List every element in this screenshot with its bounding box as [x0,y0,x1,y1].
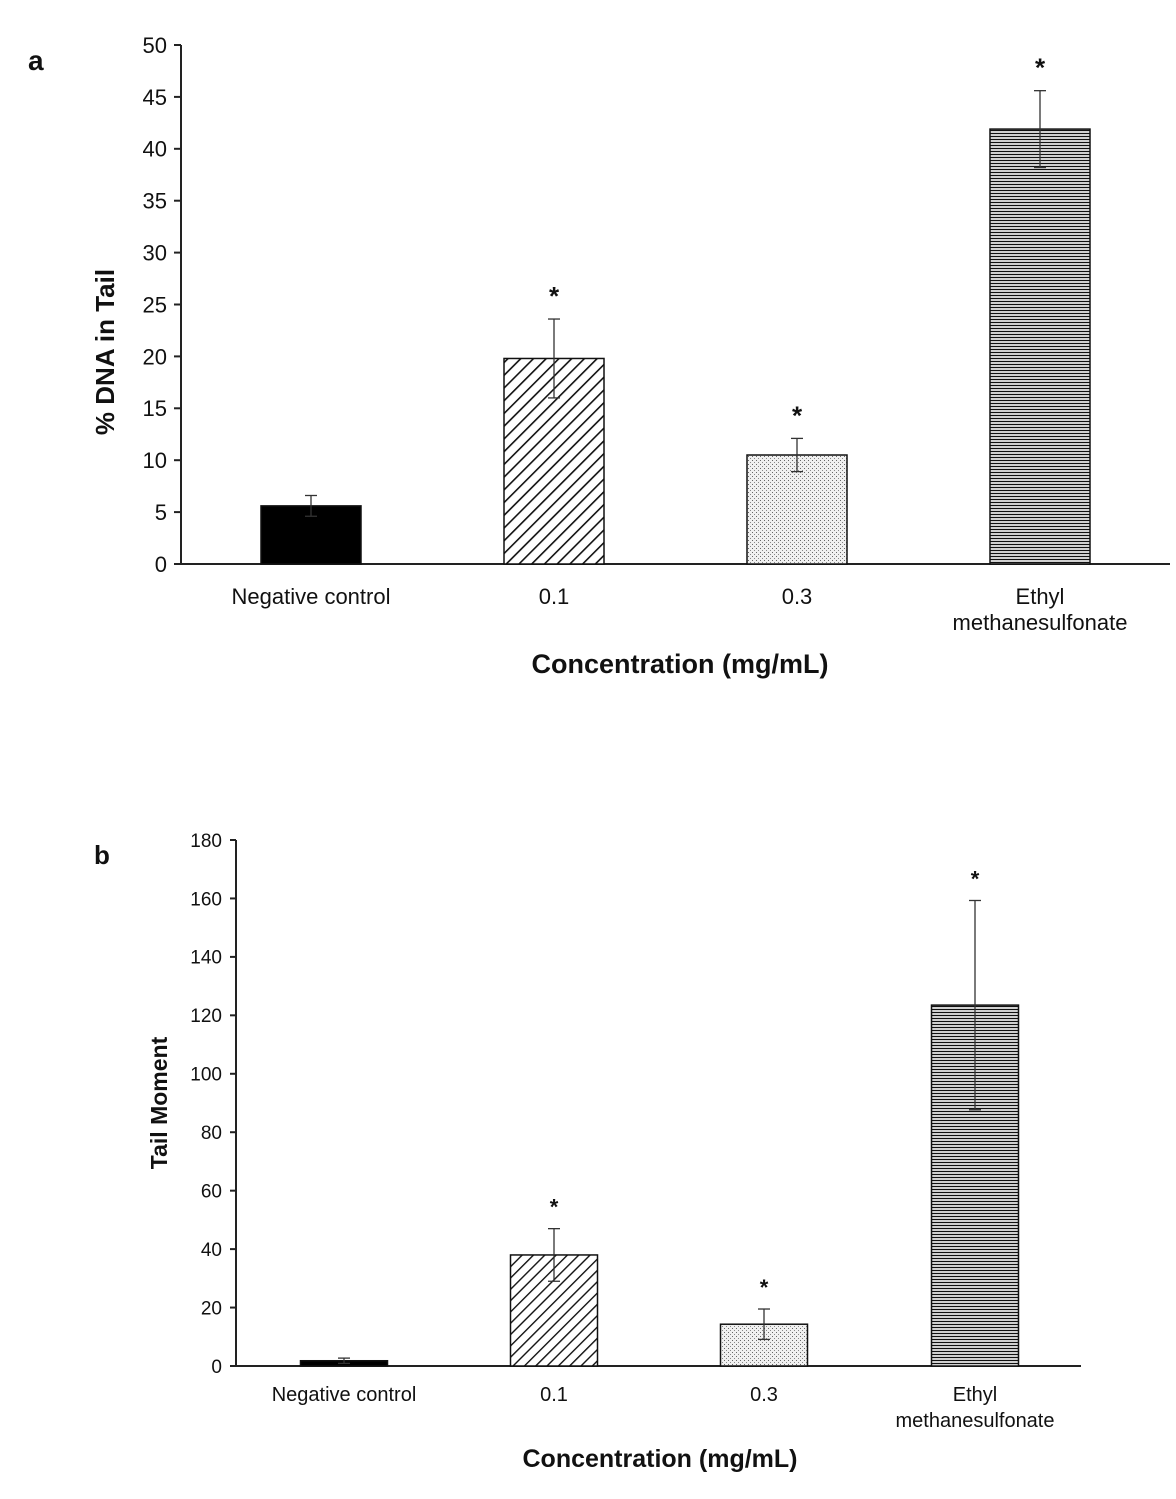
category-label-2: 0.1 [539,584,570,609]
y-tick-label: 40 [143,137,167,162]
panel-b-y-axis-title: Tail Moment [146,1036,172,1169]
significance-star-4: * [971,866,980,891]
y-tick-label: 100 [190,1065,222,1086]
y-tick-label: 20 [143,344,167,369]
panel-b: b Tail Moment Concentration (mg/mL) 0 20 4… [94,831,1081,1473]
y-tick-label: 35 [143,189,167,214]
significance-star-3: * [792,400,803,430]
significance-star-2: * [550,1195,559,1220]
y-tick-label: 140 [190,948,222,969]
panel-b-label: b [94,840,110,870]
panel-b-x-axis-title: Concentration (mg/mL) [523,1445,798,1473]
panel-a-y-axis-title: % DNA in Tail [90,269,120,435]
category-label-1: Negative control [232,584,391,609]
category-label-3: 0.3 [782,584,813,609]
y-tick-label: 20 [201,1298,222,1319]
significance-star-2: * [549,281,560,311]
y-tick-label: 180 [190,831,222,852]
category-label-4: Ethyl [953,1384,997,1406]
panel-a-label: a [28,45,44,76]
y-tick-label: 15 [143,396,167,421]
significance-star-4: * [1035,53,1046,83]
y-tick-label: 40 [201,1240,222,1261]
y-tick-label: 0 [211,1357,222,1378]
y-tick-label: 60 [201,1182,222,1203]
y-tick-label: 160 [190,889,222,910]
significance-star-3: * [760,1275,769,1300]
y-tick-label: 10 [143,448,167,473]
y-tick-label: 80 [201,1123,222,1144]
category-label-4: methanesulfonate [953,610,1128,635]
y-tick-label: 0 [155,552,167,577]
category-label-4: methanesulfonate [895,1410,1054,1432]
category-label-2: 0.1 [540,1384,568,1406]
bar-1 [260,505,362,565]
y-tick-label: 45 [143,85,167,110]
category-label-4: Ethyl [1016,584,1065,609]
category-label-3: 0.3 [750,1384,778,1406]
y-tick-label: 25 [143,292,167,317]
bar-4 [989,128,1091,565]
y-tick-label: 5 [155,500,167,525]
panel-a: a % DNA in Tail Concentration (mg/mL) 0 5… [28,33,1170,679]
y-tick-label: 30 [143,241,167,266]
y-tick-label: 120 [190,1006,222,1027]
y-tick-label: 50 [143,33,167,58]
panel-a-x-axis-title: Concentration (mg/mL) [532,649,829,679]
category-label-1: Negative control [272,1384,417,1406]
bar-3 [746,454,848,565]
